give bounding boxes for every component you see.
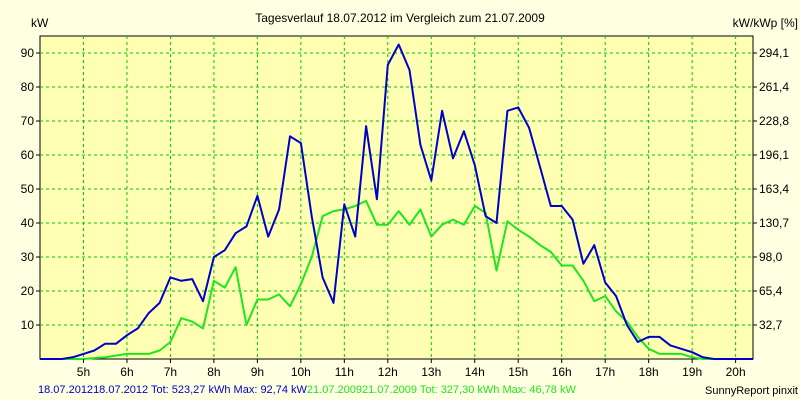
footer-series2-tot-prefix: 21.07.2009 Tot: xyxy=(362,384,441,396)
x-tick-label: 17h xyxy=(595,365,615,379)
x-tick-label: 18h xyxy=(639,365,659,379)
footer-series1-total: 523,27 xyxy=(172,384,206,396)
y-tick-label-right: 65,4 xyxy=(759,284,783,298)
y-tick-label-left: 10 xyxy=(21,318,35,332)
footer-series2-max: 46,78 xyxy=(529,384,557,396)
y-tick-label-left: 70 xyxy=(21,114,35,128)
tick-layer: 5h 6h 7h 8h 9h 10h 11h 12h 13h 14h 15h 16h 17h 18h 19h… xyxy=(21,46,790,379)
x-tick-label: 8h xyxy=(207,365,220,379)
x-tick-label: 15h xyxy=(508,365,528,379)
footer-series2-unit: kW xyxy=(557,384,577,396)
footer-series1-max-prefix: kWh Max: xyxy=(205,384,260,396)
y-tick-label-right: 32,7 xyxy=(759,318,783,332)
footer-series2-max-prefix: kWh Max: xyxy=(474,384,529,396)
y-tick-label-left: 90 xyxy=(21,46,35,60)
y-axis-left-label: kW xyxy=(31,16,49,30)
y-tick-label-left: 80 xyxy=(21,80,35,94)
x-tick-label: 12h xyxy=(378,365,398,379)
x-tick-label: 7h xyxy=(164,365,177,379)
x-tick-label: 13h xyxy=(421,365,441,379)
x-tick-label: 14h xyxy=(465,365,485,379)
footer-series1-label: 18.07.2012 xyxy=(38,384,93,396)
footer-series1-unit: kW xyxy=(288,384,308,396)
x-tick-label: 10h xyxy=(291,365,311,379)
grid xyxy=(40,36,753,359)
series-layer xyxy=(40,43,753,360)
y-tick-label-right: 196,1 xyxy=(759,148,789,162)
y-tick-label-left: 50 xyxy=(21,182,35,196)
x-tick-label: 20h xyxy=(726,365,746,379)
y-tick-label-right: 261,4 xyxy=(759,80,789,94)
footer-series1-tot-prefix: 18.07.2012 Tot: xyxy=(93,384,172,396)
footer-summary: 18.07.201218.07.2012 Tot: 523,27 kWh Max… xyxy=(38,384,576,396)
footer-credit: SunnyReport pinxit xyxy=(705,385,798,397)
y-tick-label-right: 130,7 xyxy=(759,216,789,230)
y-tick-label-left: 20 xyxy=(21,284,35,298)
y-tick-label-right: 228,8 xyxy=(759,114,789,128)
plot-area xyxy=(39,35,754,360)
footer-series1-max: 92,74 xyxy=(260,384,288,396)
x-tick-label: 9h xyxy=(251,365,264,379)
chart-title: Tagesverlauf 18.07.2012 im Vergleich zum… xyxy=(255,11,545,25)
y-tick-label-left: 30 xyxy=(21,250,35,264)
footer-series2-label: 21.07.2009 xyxy=(307,384,362,396)
x-tick-label: 6h xyxy=(120,365,133,379)
y-tick-label-right: 98,0 xyxy=(759,250,783,264)
x-tick-label: 5h xyxy=(77,365,90,379)
y-axis-right-label: kW/kWp [%] xyxy=(733,16,798,30)
series-line-2 xyxy=(40,199,753,360)
y-tick-label-right: 163,4 xyxy=(759,182,789,196)
footer-series2-total: 327,30 xyxy=(441,384,475,396)
x-tick-label: 11h xyxy=(335,365,354,379)
series-line-1 xyxy=(40,43,753,360)
y-tick-label-left: 40 xyxy=(21,216,35,230)
x-tick-label: 19h xyxy=(682,365,702,379)
y-tick-label-right: 294,1 xyxy=(759,46,789,60)
y-tick-label-left: 60 xyxy=(21,148,35,162)
x-tick-label: 16h xyxy=(552,365,572,379)
